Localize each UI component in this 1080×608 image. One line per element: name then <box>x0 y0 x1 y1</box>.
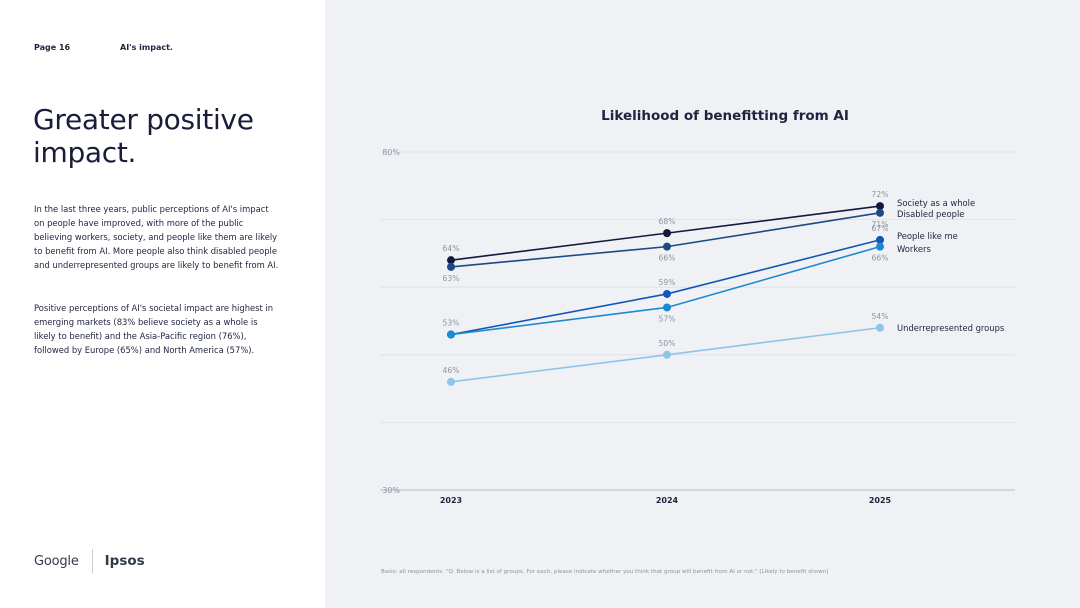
data-point <box>876 202 884 211</box>
legend-society: Society as a whole <box>897 198 975 208</box>
chart-data-labels: 64% 68% 72% 63% 66% 71% 53% 59% 67% 57% 66% 46% 50% 5… <box>443 190 889 375</box>
data-label: 71% <box>872 220 889 229</box>
logo-divider <box>91 549 93 573</box>
data-label: 66% <box>872 254 889 263</box>
y-tick-label: 80% <box>382 148 400 157</box>
line-chart: Likelihood of benefitting from AI 80% 30%… <box>380 108 1015 505</box>
chart-title: Likelihood of benefitting from AI <box>601 108 849 124</box>
data-point <box>663 242 671 251</box>
data-label: 54% <box>872 312 889 321</box>
footnote: Basis: all respondents. "Q. Below is a l… <box>381 569 829 575</box>
series-underrep <box>447 323 884 386</box>
series-disabled <box>447 208 884 271</box>
data-point <box>876 235 884 244</box>
data-point <box>447 262 455 271</box>
data-point <box>447 377 455 386</box>
x-tick-label: 2023 <box>440 496 462 505</box>
data-label: 53% <box>443 319 460 328</box>
series-workers <box>447 242 884 339</box>
data-point <box>876 242 884 251</box>
google-logo: Google <box>34 553 79 569</box>
data-point <box>663 350 671 359</box>
legend-underrep: Underrepresented groups <box>897 323 1004 333</box>
data-point <box>663 229 671 238</box>
chart-panel <box>325 0 1080 608</box>
ipsos-logo: Ipsos <box>104 553 145 569</box>
data-point <box>447 330 455 339</box>
data-label: 66% <box>659 254 676 263</box>
data-point <box>876 323 884 332</box>
chart-gridlines <box>380 151 1015 423</box>
x-tick-label: 2024 <box>656 496 679 505</box>
data-label: 50% <box>659 339 676 348</box>
data-label: 67% <box>872 224 889 233</box>
legend-people: People like me <box>897 231 958 241</box>
data-point <box>663 303 671 312</box>
section-title: AI's impact. <box>120 43 173 52</box>
body-paragraph-1: In the last three years, public percepti… <box>34 204 279 270</box>
legend-workers: Workers <box>897 244 931 254</box>
text-panel <box>0 0 325 608</box>
data-point <box>876 208 884 217</box>
data-label: 68% <box>659 217 676 226</box>
headline: Greater positive impact. <box>33 103 254 169</box>
data-label: 46% <box>443 366 460 375</box>
data-point <box>663 289 671 298</box>
logo-bar: Google Ipsos <box>34 549 145 573</box>
chart-axes: 80% 30% 2023 2024 2025 <box>380 148 1015 505</box>
data-label: 59% <box>659 278 676 287</box>
page-number: Page 16 <box>34 43 71 52</box>
legend-disabled: Disabled people <box>897 209 964 219</box>
data-label: 57% <box>659 314 676 323</box>
data-label: 64% <box>443 244 460 253</box>
x-tick-label: 2025 <box>869 496 892 505</box>
body-paragraph-2: Positive perceptions of AI's societal im… <box>34 303 274 355</box>
y-tick-label: 30% <box>382 486 400 495</box>
data-point <box>447 256 455 265</box>
data-label: 72% <box>872 190 889 199</box>
series-society <box>447 202 884 265</box>
data-label: 63% <box>443 274 460 283</box>
chart-series <box>447 202 884 386</box>
